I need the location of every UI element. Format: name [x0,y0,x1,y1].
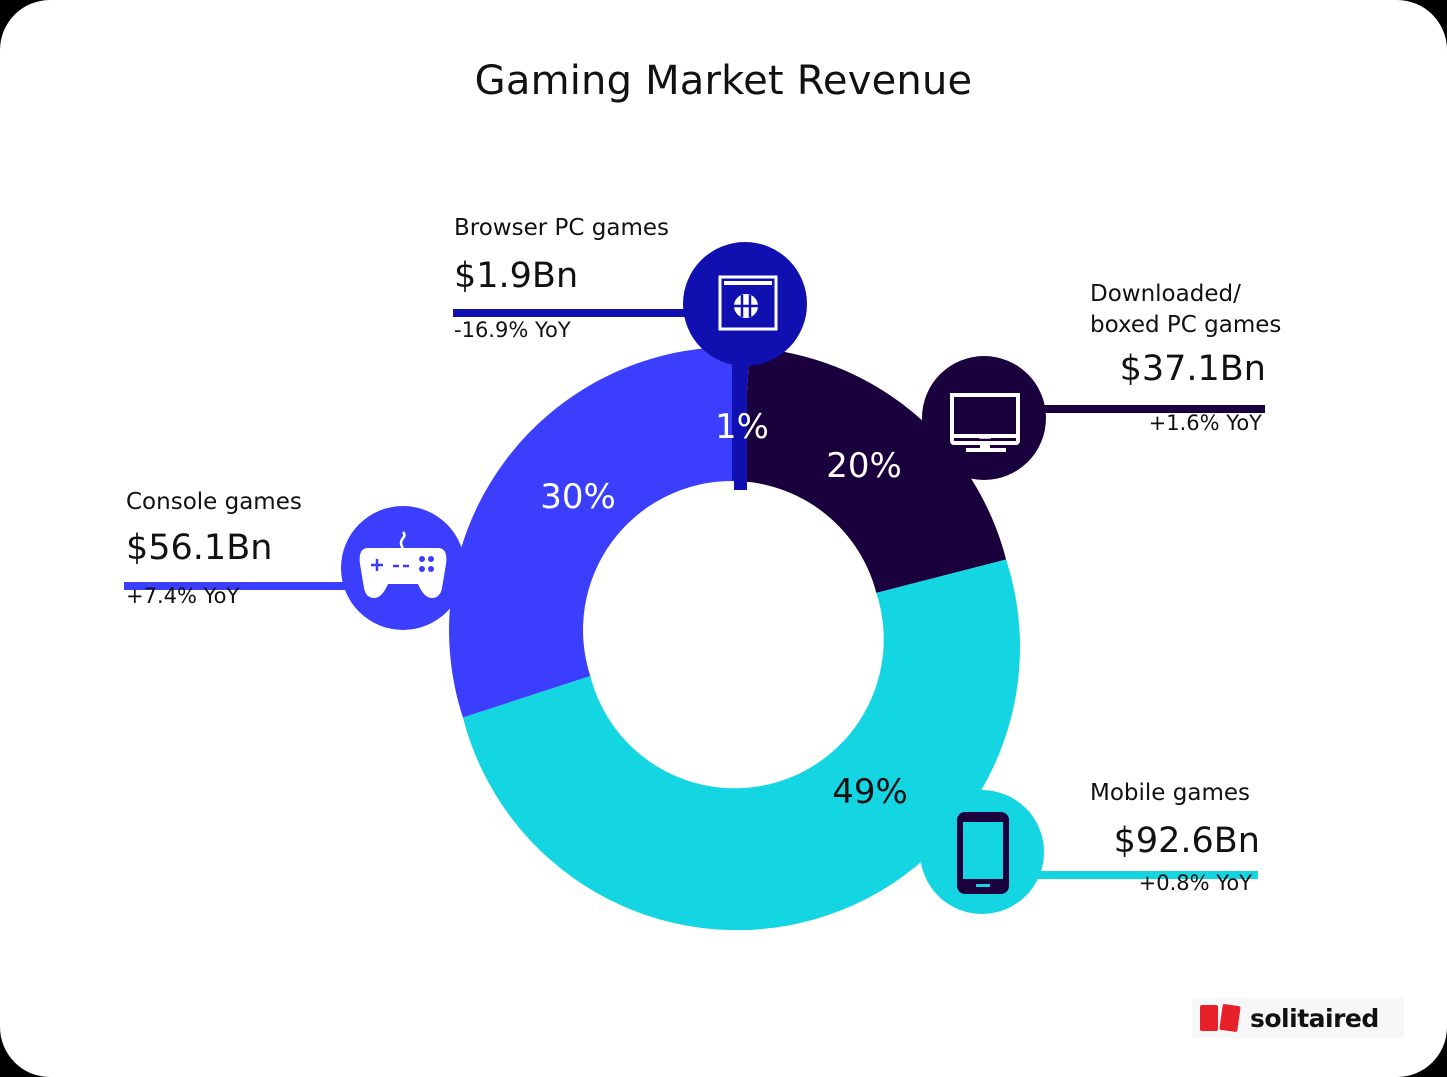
pct-label-browser: 1% [715,407,769,447]
callout-browser: Browser PC games $1.9Bn -16.9% YoY [454,213,669,344]
segment-value: $92.6Bn [1113,821,1260,861]
browser-globe-icon [683,242,807,366]
segment-console[interactable] [449,347,732,718]
desktop-monitor-icon [922,356,1046,480]
segment-yoy: -16.9% YoY [454,318,571,342]
gamepad-icon [341,506,465,630]
browser-stem [734,340,747,490]
browser-leader-line [453,309,723,317]
solitaired-logo: solitaired [1192,998,1404,1038]
downloaded-leader-line [1030,405,1265,413]
callout-console: Console games $56.1Bn +7.4% YoY [126,487,302,610]
segment-name: Browser PC games [454,215,669,241]
mobile-leader-line [1030,871,1258,879]
segment-value: $1.9Bn [454,256,579,296]
smartphone-icon [920,790,1044,914]
playing-cards-icon [1200,1003,1242,1033]
segment-name-line2: boxed PC games [1090,312,1282,338]
segment-name: Mobile games [1090,780,1250,806]
pct-label-mobile: 49% [832,772,908,812]
segment-yoy: +0.8% YoY [1138,871,1252,895]
pct-label-downloaded: 20% [826,446,902,486]
segment-name: Console games [126,489,302,515]
console-leader-line [124,582,364,590]
chart-title: Gaming Market Revenue [474,58,973,104]
segment-mobile[interactable] [462,559,1021,931]
segment-value: $56.1Bn [126,528,273,568]
segment-name-line1: Downloaded/ [1090,281,1241,307]
pct-label-console: 30% [540,477,616,517]
callout-downloaded: Downloaded/ boxed PC games $37.1Bn +1.6%… [1060,279,1286,437]
segment-yoy: +1.6% YoY [1148,411,1262,435]
segment-value: $37.1Bn [1119,349,1266,389]
segment-yoy: +7.4% YoY [126,584,240,608]
logo-text: solitaired [1250,1003,1379,1033]
callout-mobile: Mobile games $92.6Bn +0.8% YoY [1060,778,1260,897]
segment-downloaded[interactable] [741,347,1007,593]
